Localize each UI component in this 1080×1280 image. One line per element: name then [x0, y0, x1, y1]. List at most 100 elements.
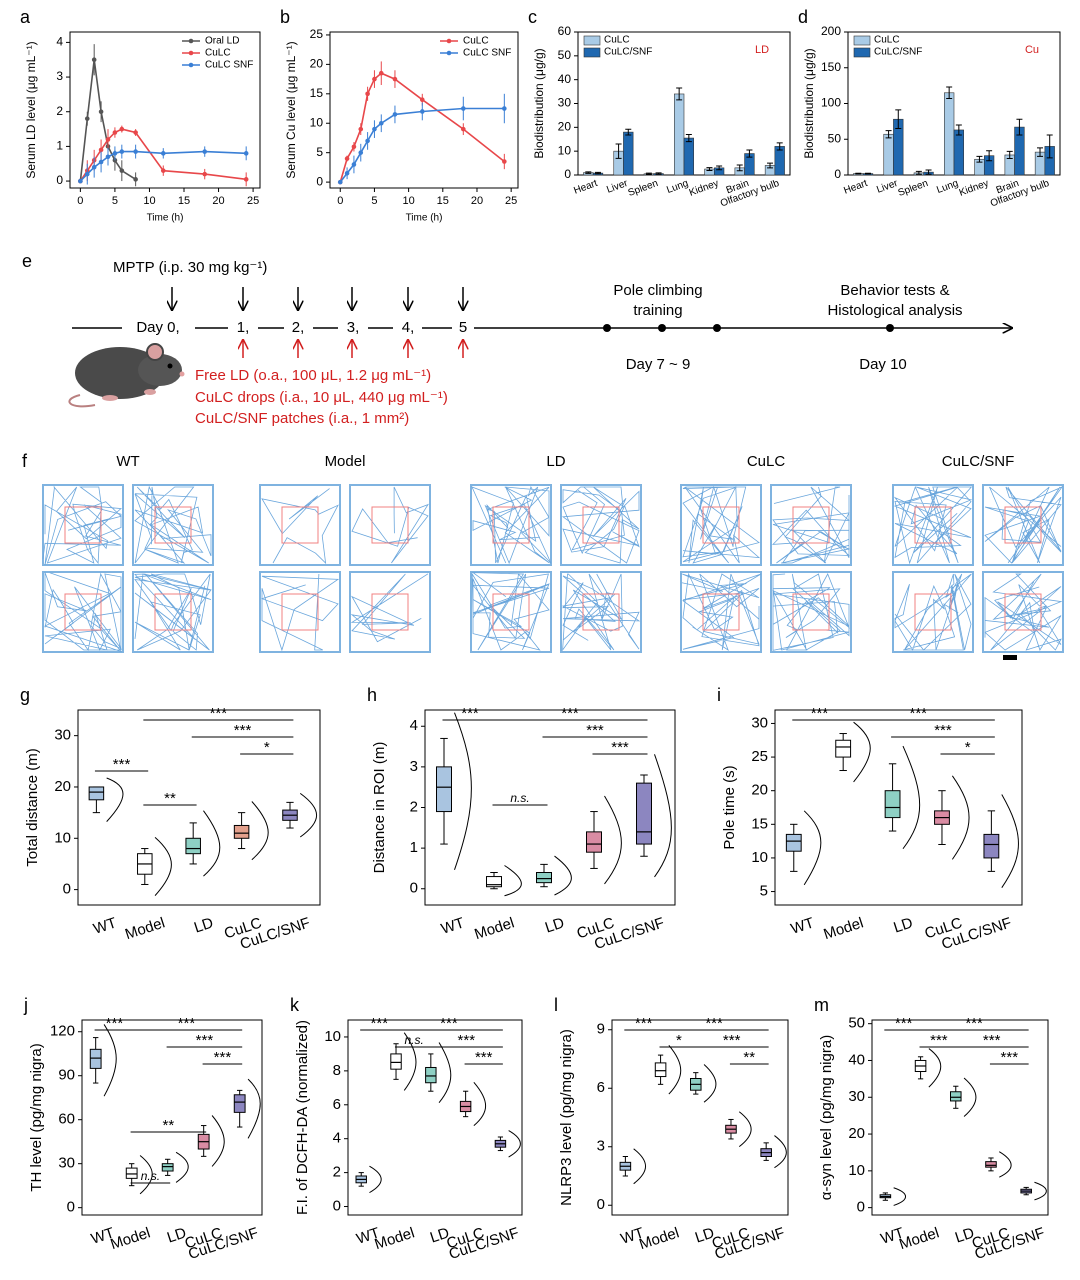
box	[884, 790, 901, 819]
arena	[892, 484, 974, 566]
significance: ***	[196, 1032, 214, 1049]
legend-marker	[188, 62, 194, 68]
x-tick-label: 5	[112, 195, 118, 207]
roi	[64, 593, 102, 631]
half-violin	[998, 1151, 1012, 1178]
point	[78, 178, 83, 184]
arena	[892, 571, 974, 653]
legend-swatch	[853, 47, 871, 58]
bar	[953, 129, 964, 176]
arena	[680, 571, 762, 653]
significance: ***	[723, 1032, 741, 1049]
significance: ***	[611, 739, 629, 756]
panel-label: c	[528, 7, 537, 27]
error-bar	[645, 172, 652, 176]
x-tick-label: 25	[505, 195, 517, 207]
track	[260, 573, 340, 652]
mouse-illustration	[68, 343, 185, 408]
track	[681, 572, 762, 651]
arena	[349, 484, 431, 566]
x-tick-label: Spleen	[627, 178, 660, 199]
point	[461, 126, 466, 132]
error-bar	[1006, 150, 1013, 160]
group-label: Model	[325, 453, 366, 470]
x-tick-label: Model	[821, 914, 865, 943]
significance: ***	[214, 1049, 232, 1066]
point	[133, 177, 138, 182]
legend-swatch	[583, 47, 601, 58]
point	[365, 91, 370, 97]
x-tick-label: WT	[89, 1224, 116, 1247]
error-bar	[976, 155, 983, 163]
panel-label: h	[367, 685, 377, 705]
half-violin	[154, 837, 172, 896]
x-tick-label: WT	[354, 1224, 381, 1247]
half-violin	[853, 721, 871, 783]
error-bar	[746, 149, 753, 158]
group-label: CuLC/SNF	[942, 453, 1015, 470]
roi	[702, 593, 740, 631]
error-bar	[895, 109, 902, 130]
point	[91, 57, 97, 63]
x-tick-label: Heart	[842, 178, 869, 197]
box	[425, 1066, 437, 1084]
y-tick-label: 20	[54, 778, 71, 795]
half-violin	[774, 1135, 787, 1169]
x-tick-label: LD	[543, 914, 567, 936]
roi	[154, 593, 192, 631]
training-days: Day 7 ~ 9	[626, 356, 691, 373]
annotation: LD	[755, 44, 769, 56]
y-axis-label: α-syn level (pg/mg nigra)	[818, 1035, 835, 1200]
box	[654, 1062, 667, 1078]
point	[133, 130, 138, 135]
point	[461, 106, 466, 111]
y-tick-label: 50	[848, 1015, 865, 1032]
day-label: 4,	[402, 319, 415, 336]
x-tick-label: Model	[108, 1224, 152, 1253]
box	[983, 833, 1000, 859]
error-bar	[864, 172, 871, 175]
point	[351, 144, 357, 150]
error-bar	[615, 143, 622, 159]
y-tick-label: 150	[821, 60, 841, 74]
arena	[560, 571, 642, 653]
x-tick-label: WT	[789, 914, 816, 937]
box	[125, 1167, 138, 1179]
legend-swatch	[853, 35, 871, 46]
error-bar	[716, 165, 723, 171]
error-bar	[706, 167, 713, 171]
roi	[582, 593, 620, 631]
y-tick-label: 5	[316, 145, 323, 159]
y-tick-label: 0	[564, 167, 571, 181]
significance: *	[264, 739, 270, 756]
half-violin	[508, 1130, 521, 1158]
box	[436, 766, 452, 813]
error-bar	[855, 172, 862, 175]
significance: ***	[965, 1015, 983, 1032]
x-tick-label: 0	[337, 195, 343, 207]
x-tick-label: WT	[439, 914, 466, 937]
arena	[982, 571, 1064, 653]
legend-label: CuLC SNF	[205, 60, 253, 71]
roi	[64, 506, 102, 544]
point	[133, 149, 138, 154]
y-tick-label: 0	[333, 1197, 341, 1214]
y-tick-label: 10	[558, 143, 572, 157]
x-tick-label: Kidney	[688, 178, 720, 199]
point	[160, 151, 166, 156]
track	[561, 573, 641, 652]
significance: ***	[910, 705, 928, 722]
y-axis-label: Distance in ROI (m)	[371, 742, 388, 874]
arena	[560, 484, 642, 566]
legend-label: CuLC/SNF	[604, 47, 652, 58]
y-axis-label: F.I. of DCFH-DA (normalized)	[294, 1020, 311, 1215]
point	[344, 170, 350, 176]
significance: ***	[210, 705, 228, 722]
roi	[792, 506, 830, 544]
legend-label: CuLC	[205, 48, 231, 59]
arena	[470, 571, 552, 653]
arena	[132, 484, 214, 566]
significance: ***	[113, 756, 131, 773]
roi	[371, 593, 409, 631]
